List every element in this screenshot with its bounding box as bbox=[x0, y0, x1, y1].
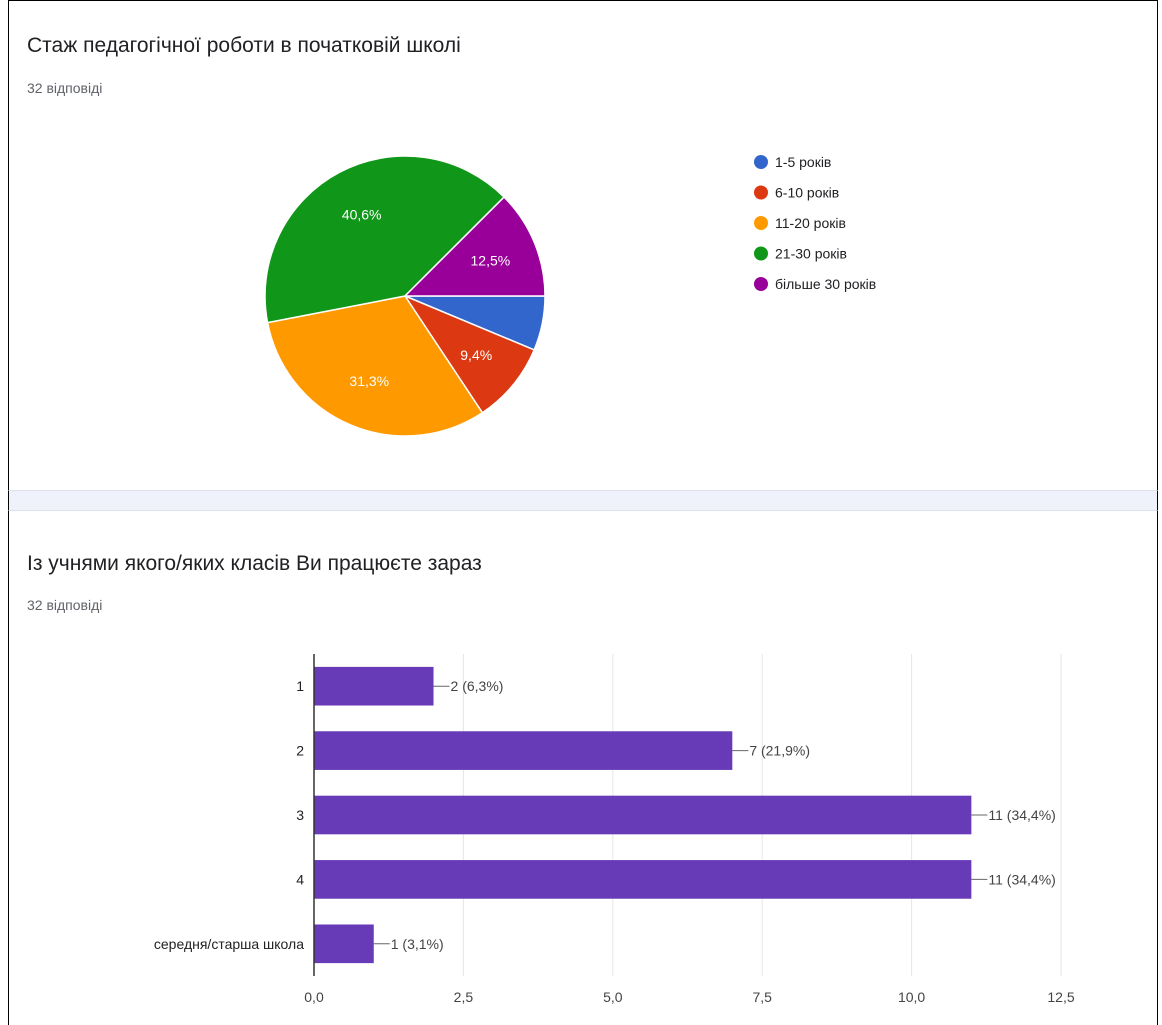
legend-label: 11-20 років bbox=[775, 215, 846, 231]
data-label: 11 (34,4%) bbox=[988, 871, 1055, 887]
bar-chart-title: Із учнями якого/яких класів Ви працюєте … bbox=[27, 552, 482, 575]
category-label: 2 bbox=[296, 743, 304, 759]
bar-chart: 0,0 2,5 5,0 7,5 10,0 12,5 1 2 (6,3%) 2 7 (21,9%) 3… bbox=[154, 654, 1075, 1005]
pie-slice bbox=[264, 155, 506, 324]
legend-label: 1-5 років bbox=[775, 154, 831, 170]
legend-swatch bbox=[754, 216, 768, 230]
card-divider bbox=[8, 490, 1158, 511]
bar bbox=[314, 924, 374, 964]
legend-swatch bbox=[754, 277, 768, 291]
legend-label: більше 30 років bbox=[775, 276, 876, 292]
pie-chart-card: Стаж педагогічної роботи в початковій шк… bbox=[8, 0, 1158, 490]
data-label: 1 (3,1%) bbox=[391, 936, 444, 952]
pie-chart: 9,4% 31,3% 40,6% 12,5% 1-5 років 6-10 років 11… bbox=[264, 154, 876, 437]
category-label: середня/старша школа bbox=[154, 936, 304, 952]
pie-slice-label: 9,4% bbox=[460, 347, 492, 363]
x-tick-label: 7,5 bbox=[752, 989, 772, 1005]
pie-response-count: 32 відповіді bbox=[27, 80, 103, 96]
data-label: 7 (21,9%) bbox=[749, 743, 810, 759]
legend-swatch bbox=[754, 185, 768, 200]
category-label: 1 bbox=[296, 678, 304, 694]
x-tick-label: 5,0 bbox=[603, 989, 623, 1005]
x-tick-label: 0,0 bbox=[304, 989, 324, 1005]
bar bbox=[314, 731, 733, 770]
data-label: 2 (6,3%) bbox=[451, 678, 504, 694]
pie-slice-label: 31,3% bbox=[349, 373, 389, 389]
category-label: 4 bbox=[296, 871, 304, 887]
legend-label: 6-10 років bbox=[775, 185, 839, 201]
pie-slice bbox=[266, 295, 484, 437]
bar-response-count: 32 відповіді bbox=[27, 597, 103, 613]
bar bbox=[314, 795, 972, 835]
bar-chart-card: Із учнями якого/яких класів Ви працюєте … bbox=[8, 511, 1158, 1025]
x-tick-label: 2,5 bbox=[454, 989, 474, 1005]
bar bbox=[314, 860, 972, 899]
data-label: 11 (34,4%) bbox=[988, 807, 1055, 823]
pie-slice-label: 40,6% bbox=[342, 206, 382, 222]
x-tick-label: 12,5 bbox=[1047, 989, 1074, 1005]
bar bbox=[314, 666, 434, 706]
pie-chart-title: Стаж педагогічної роботи в початковій шк… bbox=[27, 34, 461, 57]
legend-swatch bbox=[754, 246, 768, 261]
pie-slice bbox=[403, 196, 546, 297]
pie-slice-label: 12,5% bbox=[471, 253, 511, 269]
legend-swatch bbox=[754, 155, 768, 169]
legend-label: 21-30 років bbox=[775, 246, 847, 262]
pie-slice bbox=[403, 294, 536, 414]
x-tick-label: 10,0 bbox=[898, 989, 925, 1005]
category-label: 3 bbox=[296, 807, 304, 823]
